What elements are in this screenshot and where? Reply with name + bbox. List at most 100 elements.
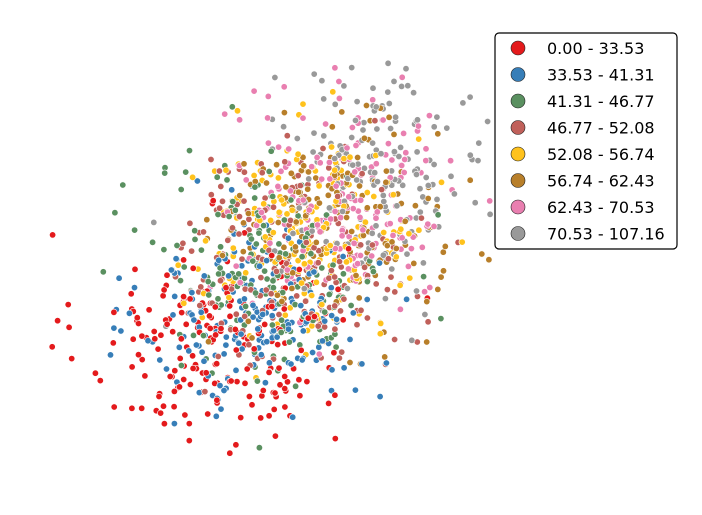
scatter-point <box>361 263 369 271</box>
scatter-point <box>182 168 190 176</box>
scatter-point <box>391 335 399 343</box>
scatter-point <box>372 222 380 230</box>
scatter-point <box>181 411 189 419</box>
scatter-point <box>281 385 289 393</box>
scatter-point <box>245 341 253 349</box>
scatter-point <box>48 343 56 351</box>
scatter-point <box>277 328 285 336</box>
scatter-point <box>202 237 210 245</box>
scatter-point <box>343 144 351 152</box>
scatter-point <box>287 169 295 177</box>
scatter-point <box>172 255 180 263</box>
scatter-point <box>259 386 267 394</box>
scatter-point <box>65 323 73 331</box>
scatter-point <box>478 250 486 258</box>
scatter-point <box>186 219 194 227</box>
scatter-point <box>171 292 179 300</box>
scatter-point <box>141 372 149 380</box>
scatter-point <box>107 351 115 359</box>
scatter-point <box>222 333 230 341</box>
scatter-point <box>346 153 354 161</box>
scatter-point <box>358 360 366 368</box>
scatter-point <box>193 177 201 185</box>
scatter-point <box>205 291 213 299</box>
scatter-point <box>437 273 445 281</box>
scatter-point <box>350 239 358 247</box>
scatter-point <box>325 158 333 166</box>
scatter-point <box>259 310 267 318</box>
scatter-point <box>474 157 482 165</box>
scatter-point <box>213 396 221 404</box>
scatter-point <box>294 172 302 180</box>
scatter-point <box>386 220 394 228</box>
scatter-point <box>214 295 222 303</box>
scatter-point <box>125 309 133 317</box>
scatter-point <box>185 437 193 445</box>
scatter-point <box>117 327 125 335</box>
scatter-point <box>227 377 235 385</box>
scatter-point <box>371 117 379 125</box>
scatter-point <box>325 204 333 212</box>
scatter-point <box>441 242 449 250</box>
scatter-point <box>368 241 376 249</box>
scatter-point <box>347 301 355 309</box>
scatter-point <box>163 320 171 328</box>
scatter-point <box>226 312 234 320</box>
scatter-point <box>402 149 410 157</box>
scatter-point <box>261 194 269 202</box>
scatter-point <box>326 175 334 183</box>
scatter-point <box>308 163 316 171</box>
scatter-point <box>235 230 243 238</box>
scatter-point <box>180 375 188 383</box>
scatter-point <box>178 309 186 317</box>
scatter-point <box>261 267 269 275</box>
scatter-point <box>385 113 393 121</box>
scatter-point <box>369 268 377 276</box>
scatter-point <box>348 124 356 132</box>
scatter-point <box>160 402 168 410</box>
scatter-point <box>250 172 258 180</box>
scatter-point <box>261 320 269 328</box>
scatter-point <box>231 325 239 333</box>
scatter-point <box>270 405 278 413</box>
scatter-point <box>278 297 286 305</box>
scatter-point <box>189 364 197 372</box>
scatter-point <box>373 178 381 186</box>
scatter-point <box>145 306 153 314</box>
scatter-point <box>363 295 371 303</box>
scatter-point <box>186 295 194 303</box>
scatter-point <box>320 132 328 140</box>
scatter-point <box>149 238 157 246</box>
legend-label: 70.53 - 107.16 <box>547 225 665 244</box>
scatter-point <box>307 250 315 258</box>
scatter-point <box>128 363 136 371</box>
scatter-point <box>275 364 283 372</box>
scatter-point <box>191 227 199 235</box>
scatter-point <box>180 263 188 271</box>
scatter-point <box>298 356 306 364</box>
scatter-point <box>161 169 169 177</box>
scatter-point <box>312 278 320 286</box>
legend-label: 62.43 - 70.53 <box>547 198 655 217</box>
scatter-point <box>222 284 230 292</box>
scatter-point <box>395 153 403 161</box>
scatter-point <box>157 331 165 339</box>
scatter-point <box>291 301 299 309</box>
scatter-point <box>277 167 285 175</box>
scatter-point <box>288 284 296 292</box>
legend-box <box>494 32 678 250</box>
scatter-point <box>379 191 387 199</box>
legend-marker <box>510 146 526 162</box>
scatter-point <box>177 186 185 194</box>
scatter-point <box>327 215 335 223</box>
scatter-point <box>333 315 341 323</box>
scatter-point <box>215 256 223 264</box>
scatter-point <box>235 270 243 278</box>
scatter-point <box>351 116 359 124</box>
scatter-point <box>271 74 279 82</box>
scatter-point <box>240 295 248 303</box>
scatter-point <box>299 114 307 122</box>
scatter-point <box>252 240 260 248</box>
scatter-point <box>275 240 283 248</box>
scatter-point <box>313 153 321 161</box>
